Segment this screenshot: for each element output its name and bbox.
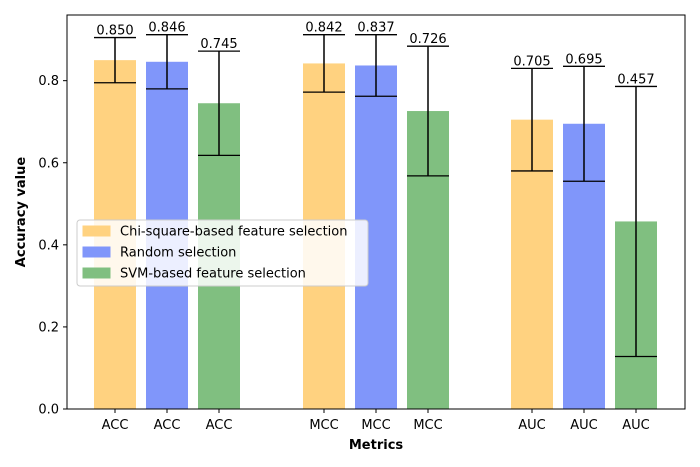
x-tick-label: ACC — [206, 418, 233, 433]
x-tick-label: AUC — [622, 418, 650, 433]
legend-swatch — [82, 246, 111, 258]
data-label: 0.695 — [565, 52, 602, 67]
x-tick-label: AUC — [570, 418, 598, 433]
legend-swatch — [82, 267, 111, 279]
data-labels: 0.850 0.846 0.745 0.842 0.837 0.726 0.705 0.695… — [96, 21, 654, 88]
y-tick-label: 0.8 — [38, 74, 59, 89]
legend-box — [76, 219, 369, 287]
x-tick-label: MCC — [309, 418, 338, 433]
legend-label: Random selection — [120, 246, 236, 261]
data-label: 0.837 — [357, 21, 394, 36]
y-axis-title: Accuracy value — [14, 157, 29, 268]
error-bars — [94, 34, 657, 358]
x-tick-label: AUC — [518, 418, 546, 433]
x-axis: ACC ACC ACC MCC MCC MCC AUC AUC AUC — [102, 409, 650, 433]
data-label: 0.842 — [305, 21, 342, 36]
data-label: 0.726 — [409, 32, 446, 47]
data-label: 0.705 — [513, 54, 550, 69]
x-tick-label: ACC — [154, 418, 181, 433]
y-tick-label: 0.6 — [38, 156, 59, 171]
legend-label: Chi-square-based feature selection — [120, 225, 347, 240]
data-label: 0.846 — [148, 21, 185, 36]
y-tick-label: 0.4 — [38, 238, 59, 253]
y-axis: 0.0 0.2 0.4 0.6 0.8 — [38, 74, 67, 418]
legend: Chi-square-based feature selection Random… — [76, 219, 369, 287]
data-label: 0.457 — [617, 72, 654, 87]
legend-swatch — [82, 225, 111, 237]
y-tick-label: 0.0 — [38, 403, 59, 418]
y-tick-label: 0.2 — [38, 320, 59, 335]
legend-label: SVM-based feature selection — [120, 267, 306, 282]
x-tick-label: MCC — [361, 418, 390, 433]
x-tick-label: MCC — [413, 418, 442, 433]
data-label: 0.745 — [200, 37, 237, 52]
x-axis-title: Metrics — [349, 438, 404, 453]
x-tick-label: ACC — [102, 418, 129, 433]
data-label: 0.850 — [96, 24, 133, 39]
